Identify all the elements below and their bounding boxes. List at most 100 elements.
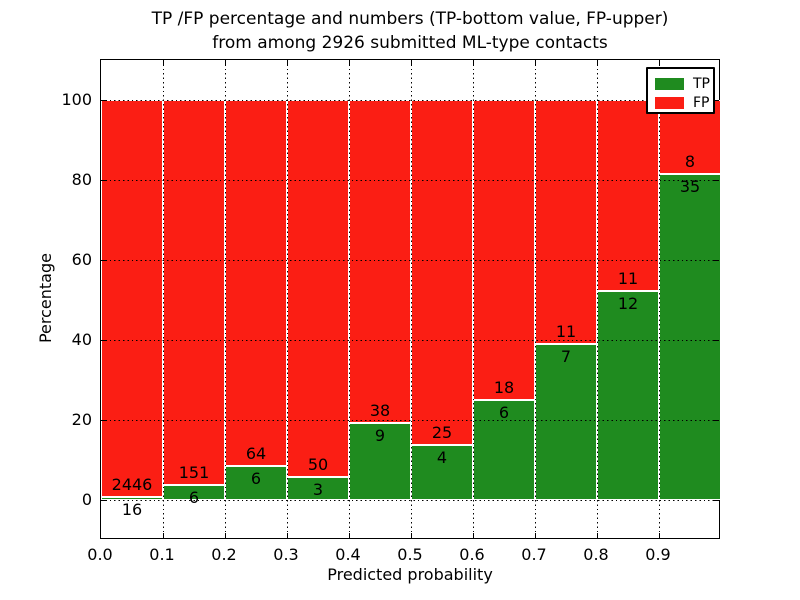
y-gridline	[101, 180, 719, 181]
bar-tp-count-label: 35	[679, 177, 701, 197]
x-gridline	[225, 60, 226, 538]
x-tick-mark	[535, 533, 536, 538]
bar-fp-segment	[535, 100, 597, 345]
x-gridline	[535, 60, 536, 538]
y-axis-label: Percentage	[36, 253, 55, 344]
x-gridline	[287, 60, 288, 538]
x-tick-label: 0.1	[149, 545, 175, 564]
x-gridline	[473, 60, 474, 538]
bar-fp-segment	[101, 100, 163, 498]
x-tick-label: 0.9	[645, 545, 671, 564]
legend-label-fp: FP	[693, 94, 710, 111]
legend-swatch-fp	[655, 96, 684, 109]
bar-tp-count-label: 16	[121, 500, 143, 520]
x-tick-mark-top	[659, 60, 660, 65]
chart-title-line1: TP /FP percentage and numbers (TP-bottom…	[151, 9, 669, 29]
bar-tp-count-label: 3	[312, 480, 324, 500]
bar-tp-count-label: 4	[436, 447, 448, 467]
y-tick-mark	[101, 500, 106, 501]
x-tick-label: 0.7	[521, 545, 547, 564]
bar-tp-count-label: 9	[374, 426, 386, 446]
x-gridline	[659, 60, 660, 538]
bar-tp-count-label: 6	[498, 403, 510, 422]
x-tick-mark	[411, 533, 412, 538]
x-tick-mark-top	[411, 60, 412, 65]
chart-title-line2: from among 2926 submitted ML-type contac…	[212, 33, 608, 53]
y-tick-mark	[101, 420, 106, 421]
x-tick-mark	[287, 533, 288, 538]
y-tick-label: 40	[71, 330, 92, 349]
bar-tp-count-label: 6	[188, 487, 200, 507]
y-tick-mark-right	[714, 100, 719, 101]
x-tick-mark	[349, 533, 350, 538]
y-tick-label: 60	[71, 250, 92, 269]
bar-fp-segment	[163, 100, 225, 485]
x-tick-mark-top	[287, 60, 288, 65]
x-tick-mark-top	[349, 60, 350, 65]
x-tick-label: 0.6	[459, 545, 485, 564]
y-tick-mark-right	[714, 500, 719, 501]
bar-tp-segment	[597, 291, 659, 500]
bar-tp-segment	[659, 174, 721, 500]
bar-fp-count-label: 2446	[111, 475, 153, 495]
bar-fp-count-label: 25	[431, 422, 453, 442]
x-tick-mark-top	[163, 60, 164, 65]
x-gridline	[411, 60, 412, 538]
y-tick-mark-right	[714, 260, 719, 261]
x-tick-label: 0.5	[397, 545, 423, 564]
y-tick-mark	[101, 100, 106, 101]
y-gridline	[101, 500, 719, 501]
y-tick-mark-right	[714, 340, 719, 341]
x-axis-label: Predicted probability	[327, 565, 493, 584]
legend-entry-tp: TP	[655, 74, 713, 93]
bar-tp-segment	[535, 344, 597, 500]
x-tick-mark-top	[225, 60, 226, 65]
plot-area: TP FP 2446 16 151 6 64 6 50 3 38 9 25 4 18 6 11 7 11 12 8 35	[100, 59, 721, 539]
x-gridline	[597, 60, 598, 538]
x-tick-mark	[163, 533, 164, 538]
y-gridline	[101, 260, 719, 261]
legend: TP FP	[646, 67, 715, 114]
x-tick-mark-top	[597, 60, 598, 65]
bar-fp-count-label: 50	[307, 455, 329, 475]
y-tick-mark	[101, 340, 106, 341]
x-gridline	[163, 60, 164, 538]
x-tick-label: 0.3	[273, 545, 299, 564]
bar-fp-count-label: 151	[178, 462, 210, 482]
y-tick-label: 0	[81, 490, 92, 509]
y-tick-label: 20	[71, 410, 92, 429]
bar-fp-count-label: 11	[555, 322, 577, 342]
legend-label-tp: TP	[693, 75, 710, 92]
legend-swatch-tp	[655, 77, 684, 90]
legend-entry-fp: FP	[655, 93, 713, 112]
bar-fp-count-label: 11	[617, 269, 639, 289]
bar-fp-count-label: 8	[684, 152, 696, 172]
bar-fp-segment	[349, 100, 411, 424]
bar-tp-count-label: 7	[560, 347, 572, 367]
bar-tp-segment	[101, 497, 163, 500]
x-tick-mark-top	[535, 60, 536, 65]
x-tick-mark	[473, 533, 474, 538]
y-tick-mark	[101, 260, 106, 261]
y-tick-label: 100	[61, 90, 92, 109]
bar-fp-count-label: 64	[245, 443, 267, 463]
y-gridline	[101, 340, 719, 341]
y-tick-mark-right	[714, 420, 719, 421]
y-tick-mark-right	[714, 180, 719, 181]
x-tick-mark-top	[473, 60, 474, 65]
y-gridline	[101, 100, 719, 101]
bar-tp-count-label: 6	[250, 468, 262, 488]
bar-fp-count-label: 18	[493, 378, 515, 397]
y-tick-label: 80	[71, 170, 92, 189]
x-tick-mark	[225, 533, 226, 538]
y-tick-mark	[101, 180, 106, 181]
x-gridline	[349, 60, 350, 538]
bar-tp-segment	[349, 423, 411, 500]
x-tick-label: 0.8	[583, 545, 609, 564]
x-tick-label: 0.4	[335, 545, 361, 564]
bar-fp-count-label: 38	[369, 401, 391, 421]
chart-title: TP /FP percentage and numbers (TP-bottom…	[100, 7, 720, 55]
x-tick-label: 0.0	[87, 545, 113, 564]
bar-fp-segment	[225, 100, 287, 466]
